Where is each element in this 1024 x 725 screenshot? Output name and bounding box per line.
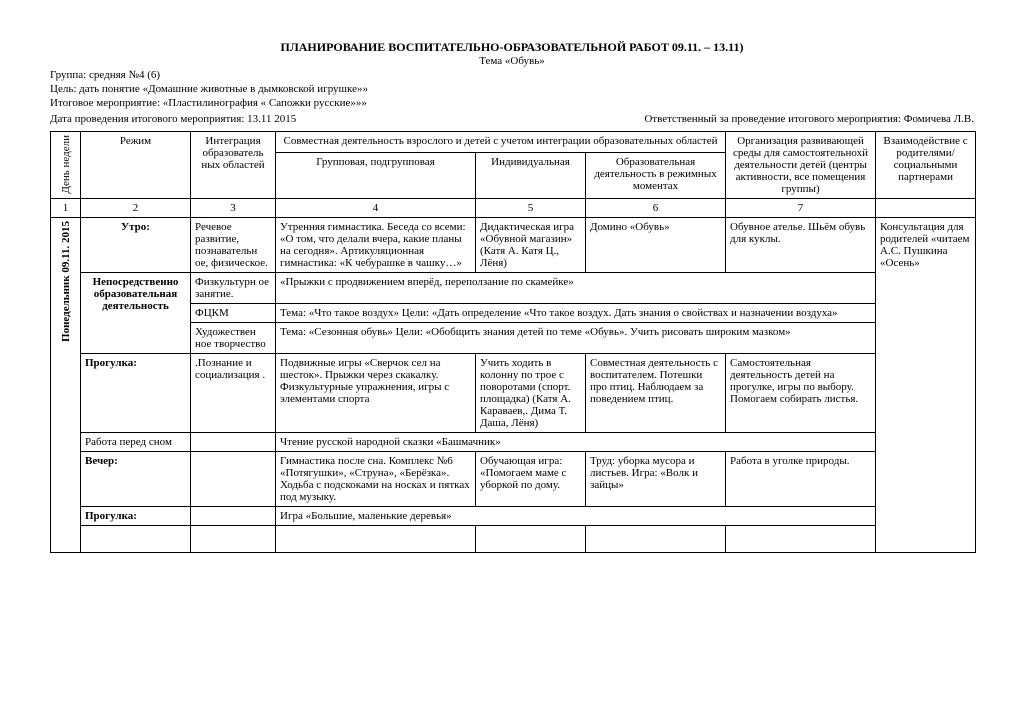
meta-final-event: Итоговое мероприятие: «Пластилинография … [50,97,974,109]
evening-individual: Обучающая игра: «Помогаем маме с уборкой… [476,452,586,507]
nod2-integration: ФЦКМ [191,304,276,323]
num-6: 6 [586,199,726,218]
morning-individual: Дидактическая игра «Обувной магазин» (Ка… [476,218,586,273]
morning-label: Утро: [81,218,191,273]
morning-group: Утренняя гимнастика. Беседа со всеми: «О… [276,218,476,273]
num-4: 4 [276,199,476,218]
col-group-sub: Групповая, подгрупповая [276,152,476,198]
walk-group: Подвижные игры «Сверчок сел на шесток». … [276,354,476,433]
walk-integration: .Познание и социализация . [191,354,276,433]
doc-title: ПЛАНИРОВАНИЕ ВОСПИТАТЕЛЬНО-ОБРАЗОВАТЕЛЬН… [50,40,974,55]
row-nod1: Непосредственно образовательная деятельн… [51,273,976,304]
walk-env: Самостоятельная деятельность детей на пр… [726,354,876,433]
meta-group: Группа: средняя №4 (6) [50,69,974,81]
plan-table: День недели Режим Интеграция образовател… [50,131,976,553]
col-edu-moments: Образовательная деятельность в режимных … [586,152,726,198]
num-row: 1 2 3 4 5 6 7 [51,199,976,218]
walk-moments: Совместная деятельность с воспитателем. … [586,354,726,433]
morning-integration: Речевое развитие, познавательн ое, физич… [191,218,276,273]
meta-goal: Цель: дать понятие «Домашние животные в … [50,83,974,95]
row-morning: Понедельник 09.11. 2015 Утро: Речевое ра… [51,218,976,273]
meta-final-date: Дата проведения итогового мероприятия: 1… [50,113,296,125]
row-before-sleep: Работа перед сном Чтение русской народно… [51,433,976,452]
walk-individual: Учить ходить в колонну по трое с поворот… [476,354,586,433]
col-env: Организация развивающей среды для самост… [726,132,876,199]
col-joint: Совместная деятельность взрослого и дете… [276,132,726,153]
evening-moments: Труд: уборка мусора и листьев. Игра: «Во… [586,452,726,507]
nod1-integration: Физкультурн ое занятие. [191,273,276,304]
col-parents: Взаимодействие с родителями/ социальными… [876,132,976,199]
walk2-label: Прогулка: [81,507,191,526]
nod-label: Непосредственно образовательная деятельн… [81,273,191,354]
col-day: День недели [60,135,72,194]
meta-responsible: Ответственный за проведение итогового ме… [644,113,974,125]
col-integration: Интеграция образователь ных областей [191,132,276,199]
morning-env: Обувное ателье. Шьём обувь для куклы. [726,218,876,273]
col-regime: Режим [81,132,191,199]
nod3-content: Тема: «Сезонная обувь» Цели: «Обобщить з… [276,323,876,354]
evening-group: Гимнастика после сна. Комплекс №6 «Потяг… [276,452,476,507]
before-sleep-content: Чтение русской народной сказки «Башмачни… [276,433,876,452]
morning-parents: Консультация для родителей «читаем А.С. … [876,218,976,553]
nod1-content: «Прыжки с продвижением вперёд, переполза… [276,273,876,304]
row-walk: Прогулка: .Познание и социализация . Под… [51,354,976,433]
evening-env: Работа в уголке природы. [726,452,876,507]
num-7: 7 [726,199,876,218]
walk2-content: Игра «Большие, маленькие деревья» [276,507,876,526]
nod3-integration: Художествен ное творчество [191,323,276,354]
row-spacer [51,526,976,553]
row-evening: Вечер: Гимнастика после сна. Комплекс №6… [51,452,976,507]
row-walk2: Прогулка: Игра «Большие, маленькие дерев… [51,507,976,526]
num-1: 1 [51,199,81,218]
day-label: Понедельник 09.11. 2015 [60,221,72,342]
num-3: 3 [191,199,276,218]
walk-label: Прогулка: [81,354,191,433]
nod2-content: Тема: «Что такое воздух» Цели: «Дать опр… [276,304,876,323]
col-individual: Индивидуальная [476,152,586,198]
evening-label: Вечер: [81,452,191,507]
num-5: 5 [476,199,586,218]
morning-moments: Домино «Обувь» [586,218,726,273]
doc-theme: Тема «Обувь» [50,55,974,67]
num-2: 2 [81,199,191,218]
header-row-1: День недели Режим Интеграция образовател… [51,132,976,153]
before-sleep-label: Работа перед сном [81,433,191,452]
